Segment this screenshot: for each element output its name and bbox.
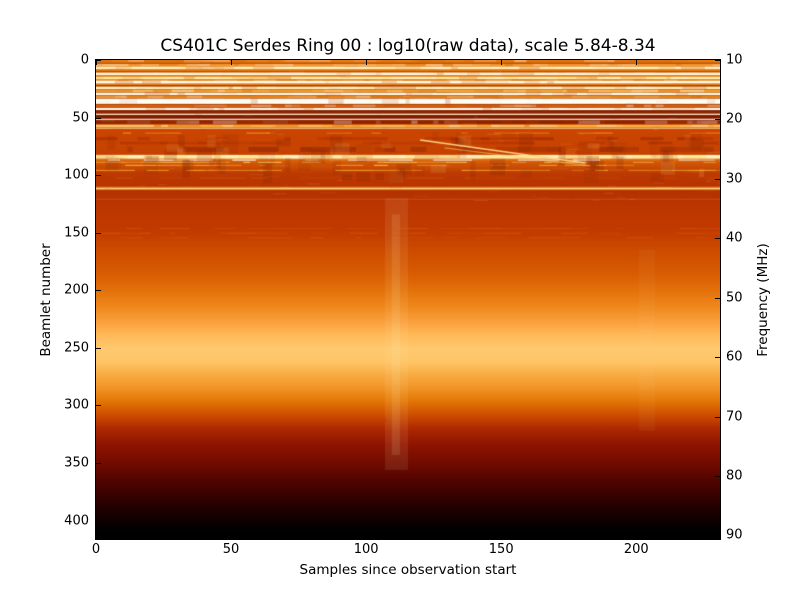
y-right-tick-mark — [715, 60, 720, 61]
y-right-tick-mark — [715, 416, 720, 418]
y-right-tick-mark — [715, 119, 720, 121]
y-right-tick-label: 20 — [726, 111, 743, 127]
y-left-tick-label: 100 — [64, 167, 89, 183]
y-left-tick-label: 50 — [72, 110, 89, 126]
y-right-tick-label: 90 — [726, 527, 743, 543]
y-axis-label-left: Beamlet number — [38, 243, 54, 357]
x-tick-mark-bottom — [636, 534, 638, 539]
y-right-tick-mark — [715, 297, 720, 299]
y-right-tick-label: 60 — [726, 349, 743, 365]
y-axis-label-right: Frequency (MHz) — [755, 243, 771, 357]
y-right-tick-label: 10 — [726, 52, 743, 68]
x-tick-label: 0 — [91, 542, 101, 557]
y-left-tick-label: 200 — [64, 282, 89, 298]
y-left-tick-mark — [96, 232, 101, 234]
y-right-tick-mark — [715, 476, 720, 477]
x-tick-mark-top — [231, 60, 233, 65]
x-tick-mark-bottom — [366, 534, 368, 539]
y-left-tick-label: 0 — [80, 52, 89, 68]
y-right-tick-mark — [715, 357, 720, 359]
x-tick-mark-top — [636, 60, 638, 65]
y-right-tick-mark — [715, 535, 720, 537]
y-right-tick-label: 30 — [726, 171, 743, 187]
x-tick-label: 100 — [353, 542, 379, 557]
x-tick-mark-bottom — [96, 534, 97, 539]
heatmap-plot-area — [95, 59, 721, 540]
y-left-tick-mark — [96, 117, 101, 119]
x-tick-label: 150 — [488, 542, 514, 557]
heatmap-canvas — [96, 60, 720, 539]
x-tick-mark-bottom — [231, 534, 233, 539]
y-right-tick-mark — [715, 178, 720, 180]
plot-title: CS401C Serdes Ring 00 : log10(raw data),… — [160, 36, 656, 56]
y-left-tick-label: 150 — [64, 225, 89, 241]
y-left-tick-mark — [96, 290, 101, 292]
y-left-tick-mark — [96, 175, 101, 177]
y-left-tick-label: 250 — [64, 340, 89, 356]
y-left-tick-mark — [96, 463, 101, 464]
y-left-tick-label: 300 — [64, 397, 89, 413]
y-left-tick-mark — [96, 405, 101, 407]
y-right-tick-mark — [715, 238, 720, 240]
x-axis-label: Samples since observation start — [299, 562, 517, 578]
x-tick-mark-top — [501, 60, 503, 65]
y-left-tick-label: 400 — [64, 513, 89, 529]
x-tick-label: 200 — [623, 542, 649, 557]
y-left-tick-mark — [96, 520, 101, 522]
y-left-tick-mark — [96, 347, 101, 349]
y-right-tick-label: 40 — [726, 230, 743, 246]
y-right-tick-label: 80 — [726, 468, 743, 484]
x-tick-mark-bottom — [501, 534, 503, 539]
x-tick-label: 50 — [222, 542, 240, 557]
y-right-tick-label: 50 — [726, 290, 743, 306]
x-tick-mark-top — [96, 60, 97, 65]
y-right-tick-label: 70 — [726, 409, 743, 425]
y-left-tick-label: 350 — [64, 455, 89, 471]
y-left-tick-mark — [96, 60, 101, 61]
x-tick-mark-top — [366, 60, 368, 65]
